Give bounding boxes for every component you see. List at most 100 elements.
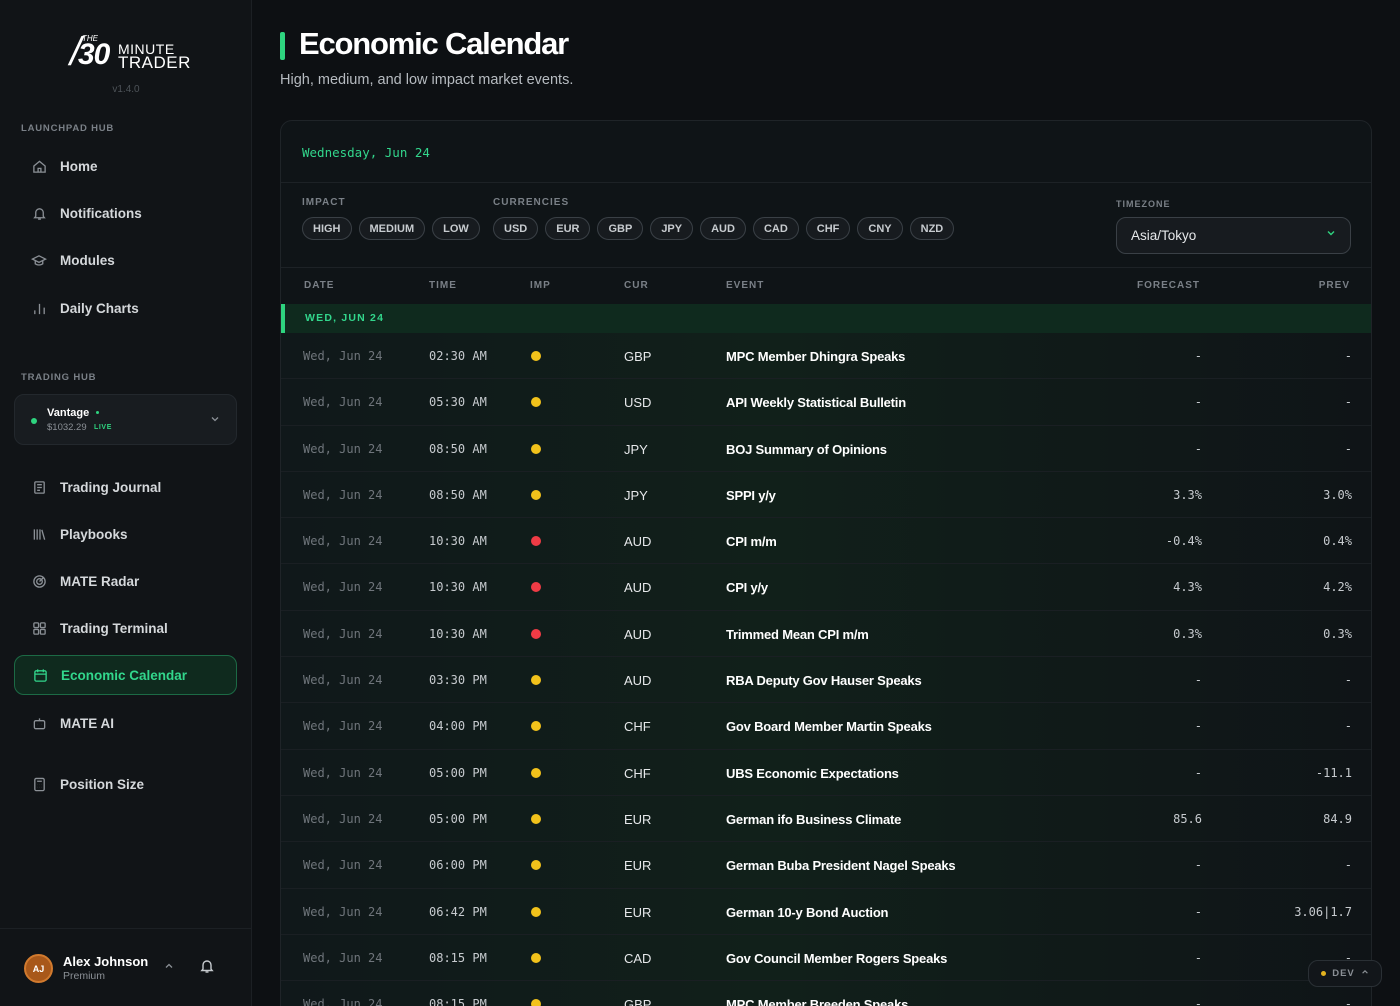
row-forecast: -	[1194, 997, 1202, 1006]
sidebar-item-modules[interactable]: Modules	[14, 240, 237, 280]
column-header-forecast: FORECAST	[1137, 280, 1200, 291]
row-previous: 84.9	[1323, 811, 1352, 826]
chevron-up-icon[interactable]	[164, 960, 174, 974]
currency-chip-jpy[interactable]: JPY	[650, 217, 694, 240]
row-currency: JPY	[624, 487, 648, 503]
row-time: 06:00 PM	[429, 858, 487, 873]
launchpad-hub-label: LAUNCHPAD HUB	[21, 123, 115, 134]
currency-chip-eur[interactable]: EUR	[545, 217, 591, 240]
row-date: Wed, Jun 24	[303, 534, 383, 549]
table-row[interactable]: Wed, Jun 24 02:30 AM GBP MPC Member Dhingra…	[281, 333, 1371, 380]
sidebar-item-economic-calendar[interactable]: Economic Calendar	[14, 655, 237, 695]
bell-icon[interactable]	[199, 958, 215, 979]
impact-dot	[531, 860, 541, 871]
impact-dot	[531, 536, 541, 547]
title-accent-bar	[280, 32, 285, 60]
row-forecast: -	[1194, 349, 1202, 363]
row-event: UBS Economic Expectations	[726, 765, 899, 781]
currency-chip-gbp[interactable]: GBP	[597, 217, 644, 240]
table-row[interactable]: Wed, Jun 24 08:15 PM GBP MPC Member Breeden…	[281, 981, 1371, 1006]
sidebar-item-home[interactable]: Home	[14, 146, 237, 186]
row-previous: -	[1344, 395, 1352, 410]
row-event: German 10-y Bond Auction	[726, 904, 889, 920]
sidebar-item-label: Position Size	[60, 776, 145, 792]
sidebar-item-trading-journal[interactable]: Trading Journal	[14, 467, 237, 507]
row-time: 04:00 PM	[429, 719, 487, 734]
impact-dot	[531, 351, 541, 361]
impact-dot	[531, 489, 541, 500]
row-date: Wed, Jun 24	[303, 441, 383, 456]
account-selector[interactable]: Vantage $1032.29 LIVE	[14, 394, 237, 445]
row-currency: GBP	[624, 997, 652, 1006]
graduation-cap-icon	[30, 251, 48, 269]
table-row[interactable]: Wed, Jun 24 04:00 PM CHF Gov Board Member M…	[281, 703, 1371, 750]
row-time: 03:30 PM	[429, 673, 487, 688]
table-row[interactable]: Wed, Jun 24 06:00 PM EUR German Buba Presid…	[281, 842, 1371, 889]
table-row[interactable]: Wed, Jun 24 08:15 PM CAD Gov Council Member…	[281, 934, 1371, 982]
impact-chip-high[interactable]: HIGH	[302, 217, 352, 240]
currency-chip-usd[interactable]: USD	[493, 217, 539, 240]
currency-chip-chf[interactable]: CHF	[805, 217, 851, 240]
currency-chip-aud[interactable]: AUD	[700, 217, 746, 240]
row-previous: 3.0%	[1323, 487, 1352, 502]
table-row[interactable]: Wed, Jun 24 10:30 AM AUD CPI m/m -0.4% 0.4%	[281, 518, 1371, 565]
sidebar-item-playbooks[interactable]: Playbooks	[14, 514, 237, 554]
row-currency: AUD	[624, 580, 652, 596]
sidebar-item-label: MATE Radar	[60, 573, 140, 589]
app-logo[interactable]: / THE 30 MINUTE TRADER	[70, 30, 190, 74]
row-date: Wed, Jun 24	[303, 904, 383, 919]
bell-icon	[30, 204, 48, 222]
table-row[interactable]: Wed, Jun 24 06:42 PM EUR German 10-y Bond A…	[281, 888, 1371, 935]
sidebar-item-label: Playbooks	[60, 526, 128, 542]
dev-badge[interactable]: DEV	[1308, 960, 1382, 987]
sidebar-item-trading-terminal[interactable]: Trading Terminal	[14, 608, 237, 648]
row-event: Trimmed Mean CPI m/m	[726, 626, 869, 642]
sidebar-item-position-size[interactable]: Position Size	[14, 764, 237, 804]
impact-chip-medium[interactable]: MEDIUM	[358, 217, 426, 240]
currency-chip-cad[interactable]: CAD	[752, 217, 799, 240]
row-time: 06:42 PM	[429, 904, 487, 919]
grid-icon	[30, 619, 48, 637]
chevron-down-icon	[210, 413, 220, 427]
table-row[interactable]: Wed, Jun 24 10:30 AM AUD CPI y/y 4.3% 4.2%	[281, 564, 1371, 611]
sidebar-item-label: MATE AI	[60, 715, 114, 731]
table-row[interactable]: Wed, Jun 24 05:00 PM CHF UBS Economic Expec…	[281, 749, 1371, 796]
avatar[interactable]: AJ	[24, 954, 53, 983]
row-forecast: 4.3%	[1173, 580, 1202, 595]
row-currency: CAD	[624, 950, 652, 966]
divider	[281, 182, 1371, 183]
row-forecast: -	[1194, 719, 1202, 734]
table-row[interactable]: Wed, Jun 24 08:50 AM JPY SPPI y/y 3.3% 3.0%	[281, 471, 1371, 519]
page-subtitle: High, medium, and low impact market even…	[280, 72, 574, 88]
table-row[interactable]: Wed, Jun 24 05:30 AM USD API Weekly Statist…	[281, 379, 1371, 426]
sidebar-item-mate-radar[interactable]: MATE Radar	[14, 561, 237, 601]
currency-chip-cny[interactable]: CNY	[857, 217, 903, 240]
sidebar-item-notifications[interactable]: Notifications	[14, 193, 237, 233]
row-forecast: -	[1194, 441, 1202, 456]
logo-number: 30	[78, 38, 110, 71]
column-header-prev: PREV	[1318, 280, 1350, 291]
sidebar-item-mate-ai[interactable]: MATE AI	[14, 703, 237, 743]
row-forecast: -	[1194, 950, 1202, 965]
table-row[interactable]: Wed, Jun 24 08:50 AM JPY BOJ Summary of Opi…	[281, 425, 1371, 472]
row-currency: USD	[624, 395, 652, 411]
row-time: 10:30 AM	[429, 626, 487, 641]
sidebar-item-label: Trading Terminal	[60, 620, 168, 636]
row-currency: AUD	[624, 534, 652, 550]
timezone-select[interactable]: Asia/Tokyo	[1116, 217, 1351, 254]
row-time: 10:30 AM	[429, 580, 487, 595]
sidebar-item-daily-charts[interactable]: Daily Charts	[14, 288, 237, 328]
row-forecast: -0.4%	[1165, 534, 1202, 549]
row-event: RBA Deputy Gov Hauser Speaks	[726, 673, 922, 689]
row-event: SPPI y/y	[726, 487, 776, 503]
row-event: API Weekly Statistical Bulletin	[726, 395, 906, 411]
impact-filter-chips: HIGH MEDIUM LOW	[302, 217, 480, 240]
currency-chip-nzd[interactable]: NZD	[909, 217, 955, 240]
sidebar-item-label: Daily Charts	[60, 300, 139, 316]
table-row[interactable]: Wed, Jun 24 10:30 AM AUD Trimmed Mean CPI m…	[281, 610, 1371, 658]
impact-chip-low[interactable]: LOW	[432, 217, 480, 240]
table-row[interactable]: Wed, Jun 24 05:00 PM EUR German ifo Busines…	[281, 795, 1371, 843]
row-currency: AUD	[624, 626, 652, 642]
row-time: 10:30 AM	[429, 534, 487, 549]
table-row[interactable]: Wed, Jun 24 03:30 PM AUD RBA Deputy Gov Hau…	[281, 657, 1371, 704]
